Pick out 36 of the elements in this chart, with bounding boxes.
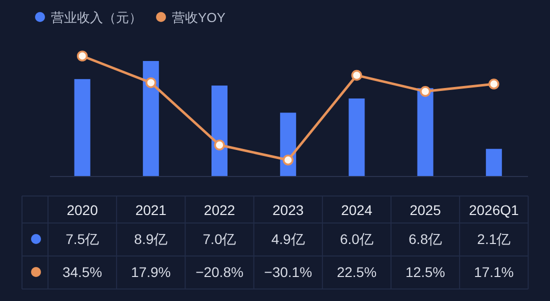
point bbox=[214, 140, 225, 150]
point bbox=[146, 77, 156, 88]
point bbox=[282, 154, 294, 166]
data-label: 12.5% bbox=[405, 264, 446, 280]
data-label: 8.9亿 bbox=[134, 231, 168, 247]
data-label: 4.9亿 bbox=[271, 231, 305, 247]
data-label: 2.1亿 bbox=[477, 231, 511, 247]
x-tick-label: 2025 bbox=[410, 202, 442, 218]
legend-label: 营收YOY bbox=[172, 10, 226, 25]
x-tick-label: 2021 bbox=[135, 202, 167, 218]
data-label: −30.1% bbox=[264, 264, 312, 280]
data-label: 7.0亿 bbox=[202, 231, 236, 247]
data-label: 6.8亿 bbox=[408, 231, 442, 247]
x-tick-label: 2022 bbox=[204, 202, 236, 218]
point bbox=[351, 70, 362, 81]
bar bbox=[74, 79, 90, 176]
data-label: 34.5% bbox=[62, 264, 102, 280]
data-label: 22.5% bbox=[336, 264, 377, 280]
point bbox=[420, 86, 431, 97]
x-tick-label: 2023 bbox=[272, 202, 304, 218]
data-label: 17.9% bbox=[131, 264, 171, 280]
bar bbox=[486, 148, 502, 176]
bar bbox=[417, 88, 434, 176]
legend-label: 营业收入（元） bbox=[51, 10, 142, 25]
data-label: −20.8% bbox=[196, 264, 244, 280]
data-label: 17.1% bbox=[474, 264, 514, 280]
bar bbox=[142, 61, 159, 176]
data-label: 6.0亿 bbox=[340, 231, 374, 247]
x-tick-label: 2020 bbox=[66, 202, 98, 218]
bar bbox=[348, 98, 365, 176]
x-tick-label: 2024 bbox=[341, 202, 372, 218]
data-label: 7.5亿 bbox=[66, 231, 100, 247]
x-tick-label: 2026Q1 bbox=[468, 202, 520, 218]
bar bbox=[212, 86, 228, 176]
point bbox=[76, 50, 88, 62]
point bbox=[488, 78, 500, 90]
